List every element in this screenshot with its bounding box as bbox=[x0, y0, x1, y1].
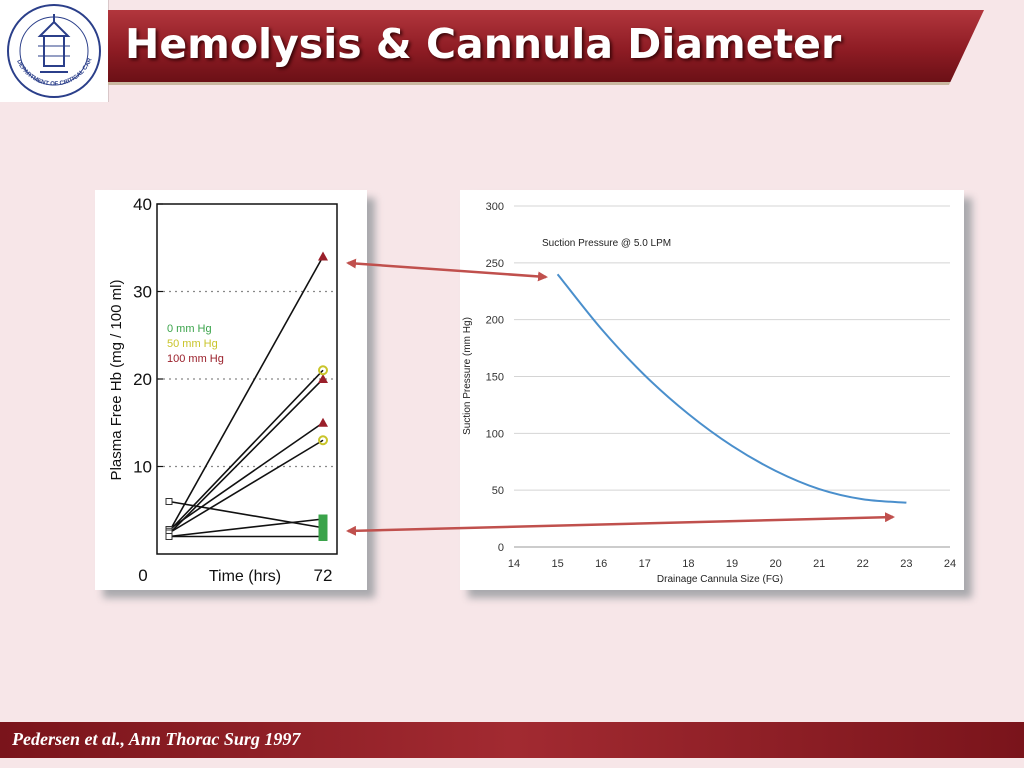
y-tick-label: 40 bbox=[133, 195, 152, 214]
logo-seal-icon: DEPARTMENT OF CRITICAL CARE MEDICINE bbox=[0, 0, 101, 98]
series-line bbox=[168, 439, 324, 534]
x-tick-label: 20 bbox=[769, 558, 781, 570]
slide-title: Hemolysis & Cannula Diameter bbox=[125, 20, 842, 68]
suction-pressure-chart-panel: 0 50 100 150 200 250 300 14 15 16 17 18 19 20 21 22 23 2… bbox=[460, 190, 964, 590]
x-tick-label: 21 bbox=[813, 558, 825, 570]
y-axis-label: Suction Pressure (mm Hg) bbox=[462, 317, 473, 435]
y-tick-label: 250 bbox=[486, 258, 504, 270]
x-tick-label: 0 bbox=[138, 566, 147, 585]
legend-entry-100mmhg: 100 mm Hg bbox=[167, 353, 224, 365]
hemoglobin-chart-panel: 10 20 30 40 0 72 Time (hrs) Plasma Free Hb … bbox=[95, 190, 367, 590]
x-axis-label: Drainage Cannula Size (FG) bbox=[657, 574, 783, 585]
x-tick-label: 24 bbox=[944, 558, 956, 570]
x-tick-label: 17 bbox=[639, 558, 651, 570]
footer-bar bbox=[0, 722, 1024, 758]
end-point-square bbox=[318, 523, 328, 533]
y-tick-label: 100 bbox=[486, 428, 504, 440]
series-line bbox=[168, 422, 324, 531]
plasma-hb-chart: 10 20 30 40 0 72 Time (hrs) Plasma Free Hb … bbox=[108, 195, 338, 585]
title-bar bbox=[108, 10, 984, 85]
end-point-square bbox=[318, 514, 328, 524]
end-point-circle bbox=[318, 435, 328, 446]
suction-pressure-curve bbox=[556, 273, 907, 504]
y-axis-label: Plasma Free Hb (mg / 100 ml) bbox=[108, 280, 125, 481]
y-tick-label: 10 bbox=[133, 458, 152, 477]
y-tick-label: 20 bbox=[133, 370, 152, 389]
y-tick-label: 50 bbox=[492, 485, 504, 497]
y-tick-label: 150 bbox=[486, 372, 504, 384]
start-point bbox=[165, 533, 173, 540]
legend-entry-0mmhg: 0 mm Hg bbox=[167, 323, 212, 335]
y-tick-label: 0 bbox=[498, 542, 504, 554]
x-axis-label: Time (hrs) bbox=[209, 568, 281, 585]
legend-entry-50mmhg: 50 mm Hg bbox=[167, 338, 218, 350]
y-tick-label: 200 bbox=[486, 315, 504, 327]
start-point bbox=[165, 498, 173, 505]
x-tick-label: 14 bbox=[508, 558, 520, 570]
y-tick-label: 300 bbox=[486, 201, 504, 213]
x-tick-label: 22 bbox=[857, 558, 869, 570]
end-point-triangle bbox=[318, 251, 328, 261]
x-tick-label: 19 bbox=[726, 558, 738, 570]
series-line bbox=[168, 500, 324, 529]
end-point-circle bbox=[318, 365, 328, 376]
series-line bbox=[168, 256, 324, 533]
end-point-triangle bbox=[318, 417, 328, 427]
chart-title: Suction Pressure @ 5.0 LPM bbox=[542, 238, 671, 249]
x-tick-label: 18 bbox=[682, 558, 694, 570]
x-tick-label: 15 bbox=[551, 558, 563, 570]
y-tick-label: 30 bbox=[133, 283, 152, 302]
x-tick-label: 72 bbox=[314, 566, 333, 585]
end-point-triangle bbox=[318, 374, 328, 383]
end-point-square bbox=[318, 532, 328, 541]
suction-pressure-chart: 0 50 100 150 200 250 300 14 15 16 17 18 19 20 21 22 23 2… bbox=[462, 201, 956, 585]
series-line bbox=[168, 369, 324, 532]
x-tick-label: 16 bbox=[595, 558, 607, 570]
x-tick-label: 23 bbox=[900, 558, 912, 570]
footer-citation: Pedersen et al., Ann Thorac Surg 1997 bbox=[12, 729, 301, 749]
department-logo: DEPARTMENT OF CRITICAL CARE MEDICINE bbox=[0, 0, 109, 102]
series-line bbox=[168, 518, 324, 538]
series-line bbox=[168, 378, 324, 535]
